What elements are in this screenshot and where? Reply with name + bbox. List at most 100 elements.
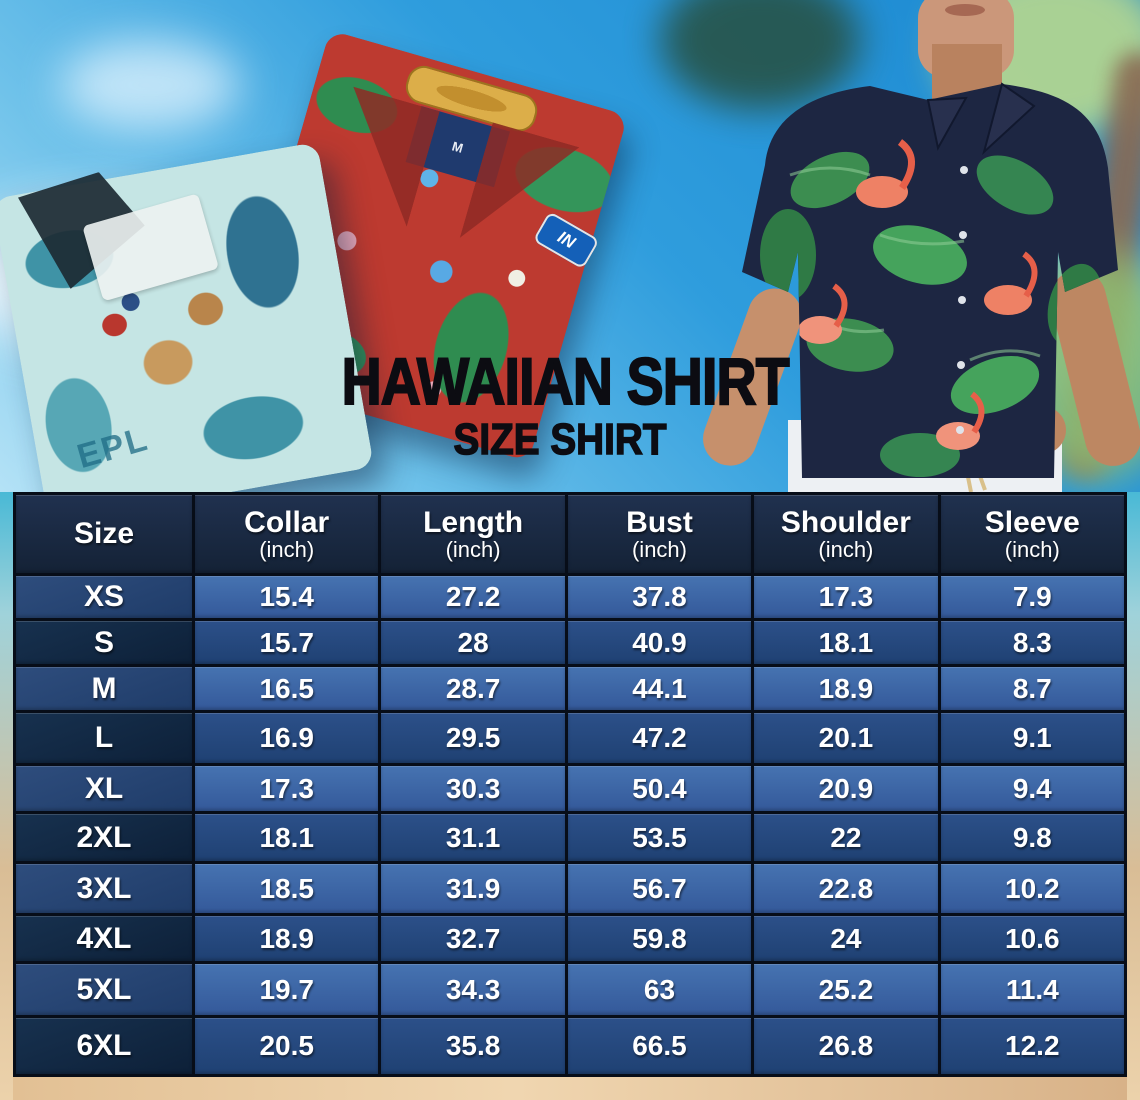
sleeve-cell: 8.3 [940,621,1124,664]
length-cell: 29.5 [381,713,565,763]
shirt-print-text: EPL [72,419,153,477]
shoulder-cell: 17.3 [754,576,938,618]
table-row-6xl: 6XL 20.5 35.8 66.5 26.8 12.2 [16,1018,1124,1074]
table-row-3xl: 3XL 18.5 31.9 56.7 22.8 10.2 [16,864,1124,913]
sleeve-cell: 9.4 [940,766,1124,811]
length-cell: 31.9 [381,864,565,913]
size-cell: XL [16,766,192,811]
sleeve-cell: 9.8 [940,814,1124,861]
sleeve-cell: 8.7 [940,667,1124,710]
length-cell: 27.2 [381,576,565,618]
bust-cell: 50.4 [567,766,752,811]
table-row-s: S 15.7 28 40.9 18.1 8.3 [16,621,1124,664]
column-header-length: Length (inch) [381,495,565,573]
shoulder-cell: 20.9 [754,766,938,811]
size-chart-table: Size Collar (inch) Length (inch) Bust (i… [13,492,1127,1077]
length-cell: 28 [381,621,565,664]
shoulder-cell: 18.9 [754,667,938,710]
length-cell: 35.8 [381,1018,565,1074]
collar-cell: 20.5 [195,1018,379,1074]
sand-strip [13,1077,1127,1100]
column-label: Shoulder [780,505,911,539]
collar-cell: 18.9 [195,916,379,961]
sleeve-cell: 12.2 [940,1018,1124,1074]
sleeve-logo-text: IN [554,227,579,253]
size-cell: L [16,713,192,763]
column-label: Size [73,517,135,551]
size-cell: XS [16,576,192,618]
collar-cell: 17.3 [195,766,379,811]
column-unit: (inch) [818,537,874,563]
table-row-5xl: 5XL 19.7 34.3 63 25.2 11.4 [16,964,1124,1015]
sleeve-logo-print: IN [532,211,600,270]
table-row-xs: XS 15.4 27.2 37.8 17.3 7.9 [16,576,1124,618]
table-row-4xl: 4XL 18.9 32.7 59.8 24 10.6 [16,916,1124,961]
size-cell: 3XL [16,864,192,913]
collar-cell: 16.5 [195,667,379,710]
column-label: Sleeve [984,505,1080,539]
column-label: Bust [626,505,693,539]
bust-cell: 47.2 [567,713,752,763]
page-title: HAWAIIAN SHIRT [341,344,791,418]
sleeve-cell: 7.9 [940,576,1124,618]
bust-cell: 40.9 [567,621,752,664]
collar-size-tag-text: M [450,138,466,156]
column-header-shoulder: Shoulder (inch) [754,495,938,573]
hero-banner: M IN EPL [0,0,1140,492]
shoulder-cell: 26.8 [754,1018,938,1074]
sleeve-cell: 11.4 [940,964,1124,1015]
collar-cell: 19.7 [195,964,379,1015]
size-chart-section: Size Collar (inch) Length (inch) Bust (i… [0,492,1140,1100]
column-label: Length [423,505,524,539]
size-cell: S [16,621,192,664]
column-label: Collar [244,505,330,539]
page-subtitle: SIZE SHIRT [453,415,667,464]
table-row-xl: XL 17.3 30.3 50.4 20.9 9.4 [16,766,1124,811]
column-header-bust: Bust (inch) [567,495,752,573]
size-cell: 2XL [16,814,192,861]
shirt-lapel [320,87,440,227]
collar-cell: 15.4 [195,576,379,618]
shoulder-cell: 22 [754,814,938,861]
size-cell: 6XL [16,1018,192,1074]
shirt-buttons [956,166,968,434]
size-cell: 4XL [16,916,192,961]
column-unit: (inch) [1004,537,1060,563]
length-cell: 28.7 [381,667,565,710]
bust-cell: 66.5 [567,1018,752,1074]
column-unit: (inch) [259,537,315,563]
length-cell: 31.1 [381,814,565,861]
sleeve-cell: 10.6 [940,916,1124,961]
collar-cell: 15.7 [195,621,379,664]
shoulder-cell: 20.1 [754,713,938,763]
table-header-row: Size Collar (inch) Length (inch) Bust (i… [16,495,1124,573]
length-cell: 34.3 [381,964,565,1015]
collar-cell: 18.1 [195,814,379,861]
column-header-sleeve: Sleeve (inch) [940,495,1124,573]
column-unit: (inch) [631,537,687,563]
shoulder-cell: 22.8 [754,864,938,913]
bust-cell: 37.8 [567,576,752,618]
size-cell: 5XL [16,964,192,1015]
headline-block: HAWAIIAN SHIRT SIZE SHIRT [300,344,820,464]
table-row-2xl: 2XL 18.1 31.1 53.5 22 9.8 [16,814,1124,861]
length-cell: 32.7 [381,916,565,961]
shirt-collar [926,82,1036,156]
table-row-l: L 16.9 29.5 47.2 20.1 9.1 [16,713,1124,763]
collar-cell: 16.9 [195,713,379,763]
column-header-size: Size [16,495,192,573]
size-cell: M [16,667,192,710]
column-header-collar: Collar (inch) [195,495,379,573]
bust-cell: 44.1 [567,667,752,710]
shoulder-cell: 24 [754,916,938,961]
shoulder-cell: 18.1 [754,621,938,664]
bust-cell: 56.7 [567,864,752,913]
collar-cell: 18.5 [195,864,379,913]
column-unit: (inch) [445,537,501,563]
cloud-decor [60,40,240,130]
length-cell: 30.3 [381,766,565,811]
table-row-m: M 16.5 28.7 44.1 18.9 8.7 [16,667,1124,710]
bust-cell: 53.5 [567,814,752,861]
model-photo [703,0,1140,492]
blurred-palm-foliage [660,0,860,110]
